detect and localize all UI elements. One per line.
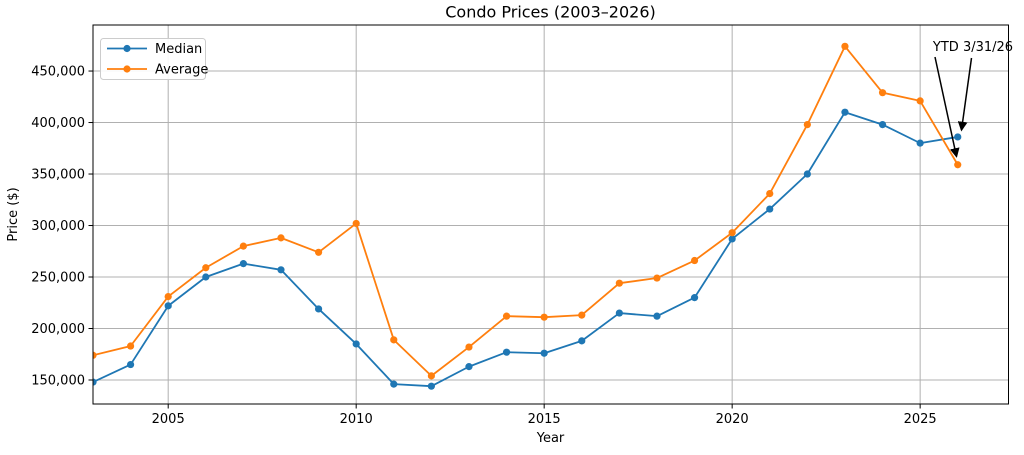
x-tick-label: 2010 [340, 412, 373, 427]
median-point-2013 [465, 363, 473, 371]
median-point-2010 [352, 340, 360, 348]
average-point-2009 [314, 248, 323, 256]
average-point-2022 [803, 120, 811, 129]
average-point-2020 [728, 229, 736, 237]
median-point-2026 [954, 133, 962, 141]
median-point-2004 [126, 360, 135, 369]
median-point-2008 [277, 266, 285, 274]
median-line [93, 111, 958, 388]
annotation-arrow-median [957, 57, 973, 132]
median-point-2014 [502, 348, 511, 356]
average-point-2013 [465, 343, 473, 351]
average-point-2006 [202, 264, 210, 272]
legend: Median Average [100, 38, 208, 80]
y-tick-label: 400,000 [31, 116, 85, 131]
median-point-2016 [578, 337, 586, 345]
y-axis-label: Price ($) [6, 187, 21, 241]
annotation: YTD 3/31/26 [932, 40, 1013, 158]
x-tick-label: 2025 [904, 412, 937, 427]
average-point-2018 [653, 274, 661, 282]
median-point-2009 [314, 305, 323, 313]
y-tick-label: 250,000 [31, 271, 85, 286]
average-point-2004 [126, 342, 135, 350]
average-line [93, 45, 959, 377]
x-tick-label: 2015 [528, 412, 561, 427]
average-point-2003 [93, 351, 97, 359]
median-point-2015 [540, 349, 548, 357]
average-point-2010 [352, 219, 360, 228]
median-point-2025 [916, 139, 924, 147]
average-point-2017 [615, 279, 623, 287]
legend-average-marker [123, 65, 131, 73]
plot-border [92, 24, 1009, 405]
y-tick-label: 350,000 [31, 168, 85, 183]
legend-average-label: Average [155, 63, 208, 78]
average-point-2014 [502, 312, 511, 320]
median-point-2019 [690, 294, 699, 302]
median-point-2020 [728, 235, 736, 243]
average-point-2025 [916, 97, 924, 105]
median-point-2007 [239, 260, 247, 268]
legend-median-label: Median [155, 42, 202, 57]
average-point-2005 [164, 292, 172, 301]
median-point-2022 [803, 170, 811, 178]
average-point-2015 [540, 313, 548, 321]
y-tick-label: 150,000 [31, 374, 85, 389]
average-point-2026 [954, 161, 962, 169]
annotation-arrow-average [934, 56, 960, 158]
x-tick-label: 2005 [152, 412, 185, 427]
average-point-2021 [766, 189, 774, 198]
x-axis-label: Year [536, 431, 565, 446]
median-point-2021 [766, 205, 774, 213]
chart-title: Condo Prices (2003–2026) [445, 3, 656, 22]
y-tick-label: 450,000 [31, 65, 85, 80]
median-point-2003 [93, 378, 97, 386]
data-series-layer [93, 42, 962, 390]
annotation-text: YTD 3/31/26 [932, 40, 1013, 55]
median-point-2005 [164, 302, 172, 310]
average-point-2016 [578, 311, 586, 319]
y-tick-label: 200,000 [31, 322, 85, 337]
legend-median-marker [123, 44, 131, 53]
grid-lines [93, 25, 1009, 404]
average-point-2007 [239, 242, 247, 250]
y-tick-label: 300,000 [31, 219, 85, 234]
average-point-2011 [390, 336, 398, 344]
average-point-2008 [277, 234, 285, 242]
median-point-2006 [202, 273, 210, 281]
average-point-2019 [690, 256, 699, 265]
median-point-2017 [615, 309, 623, 317]
average-point-2023 [841, 42, 849, 50]
average-point-2024 [878, 89, 887, 97]
median-point-2023 [841, 108, 849, 116]
median-point-2012 [427, 382, 435, 390]
median-point-2018 [653, 312, 661, 320]
average-point-2012 [427, 372, 435, 380]
axis-ticks: 2005 2010 2015 2020 2025 150,000 200,000 250,00… [31, 65, 936, 427]
median-point-2024 [878, 120, 887, 129]
median-point-2011 [390, 380, 398, 388]
x-tick-label: 2020 [716, 412, 749, 427]
